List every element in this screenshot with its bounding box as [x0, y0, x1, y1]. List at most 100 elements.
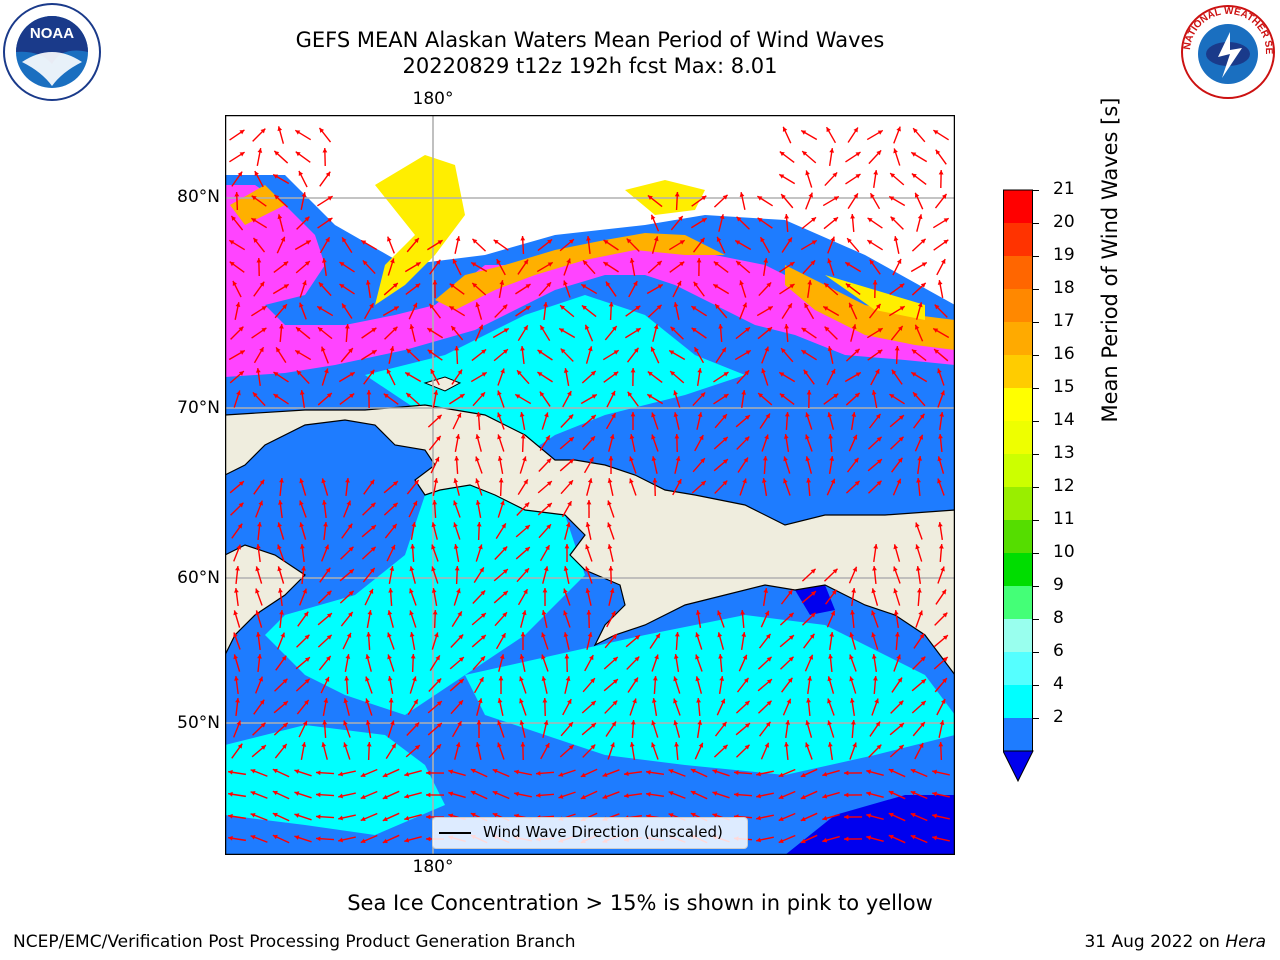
- wave-arrowhead: [811, 240, 817, 245]
- wave-arrowhead: [629, 478, 634, 484]
- wave-arrowhead: [867, 240, 873, 245]
- wave-arrowhead: [559, 328, 565, 333]
- wave-arrowhead: [827, 742, 833, 747]
- wave-arrowhead: [937, 478, 942, 484]
- wave-arrowhead: [250, 769, 256, 774]
- wave-arrowhead: [251, 218, 257, 223]
- wave-arrowhead: [234, 192, 240, 197]
- wave-arrowhead: [690, 790, 696, 796]
- wave-arrowhead: [898, 700, 904, 706]
- colorbar-tick: [1033, 685, 1039, 686]
- wave-arrowhead: [872, 676, 878, 681]
- colorbar-tick-label: 4: [1053, 674, 1064, 694]
- wave-arrowhead: [744, 436, 750, 442]
- wave-arrowhead: [806, 478, 811, 483]
- wave-arrowhead: [758, 393, 764, 398]
- wave-arrowhead: [607, 544, 613, 550]
- wave-arrowhead: [646, 791, 651, 797]
- wave-arrowhead: [349, 372, 355, 377]
- wave-arrowhead: [890, 173, 896, 178]
- wave-arrowhead: [911, 152, 917, 157]
- wave-arrowhead: [938, 544, 944, 549]
- wave-arrowhead: [808, 654, 814, 660]
- wave-arrowhead: [231, 215, 236, 221]
- colorbar-svg: [1002, 189, 1034, 783]
- wave-arrowhead: [472, 282, 478, 288]
- ice-yellow: [375, 155, 925, 320]
- wave-arrowhead: [893, 148, 898, 154]
- wave-arrowhead: [361, 240, 367, 245]
- wave-arrowhead: [657, 284, 663, 289]
- wave-arrowhead: [767, 327, 772, 332]
- wave-arrowhead: [778, 772, 784, 777]
- wave-arrowhead: [647, 371, 653, 377]
- wave-arrowhead: [338, 793, 344, 799]
- wave-arrowhead: [279, 478, 284, 483]
- wave-arrowhead: [651, 742, 656, 748]
- wave-arrowhead: [721, 347, 726, 353]
- wave-arrowhead: [722, 459, 728, 464]
- wave-arrowhead: [304, 678, 310, 684]
- wave-arrowhead: [674, 192, 680, 197]
- wave-arrowhead: [536, 792, 541, 798]
- wave-arrowhead: [587, 346, 593, 352]
- wave-arrowhead: [412, 676, 417, 682]
- wave-arrowhead: [607, 522, 612, 528]
- wave-arrowhead: [260, 128, 266, 134]
- wave-arrowhead: [348, 348, 353, 354]
- colorbar-tick-label: 8: [1053, 608, 1064, 628]
- wave-arrowhead: [742, 478, 747, 484]
- wave-arrowhead: [541, 654, 546, 660]
- wave-arrowhead: [345, 654, 351, 659]
- wave-arrowhead: [234, 676, 239, 681]
- wave-arrowhead: [656, 260, 662, 266]
- wave-arrowhead: [807, 676, 813, 681]
- wave-arrowhead: [918, 434, 924, 440]
- wave-arrowhead: [609, 588, 615, 594]
- wave-arrowhead: [741, 632, 747, 637]
- chart-title: GEFS MEAN Alaskan Waters Mean Period of …: [295, 28, 885, 52]
- wave-arrowhead: [454, 566, 460, 571]
- wave-arrowhead: [256, 544, 261, 549]
- wave-arrowhead: [849, 676, 854, 682]
- colorbar-tick-label: 14: [1053, 410, 1075, 430]
- colorbar-tick-label: 19: [1053, 245, 1075, 265]
- wave-arrowhead: [411, 522, 417, 527]
- wave-arrowhead: [853, 193, 858, 199]
- wave-arrowhead: [321, 346, 326, 352]
- wave-arrowhead: [515, 394, 521, 399]
- wave-arrowhead: [517, 370, 522, 376]
- wave-arrowhead: [390, 258, 395, 264]
- wave-arrowhead: [652, 478, 658, 483]
- wave-arrowhead: [735, 240, 741, 245]
- wave-arrowhead: [633, 347, 639, 353]
- wave-arrowhead: [943, 239, 949, 245]
- wave-arrowhead: [569, 239, 574, 244]
- wave-arrowhead: [524, 547, 530, 552]
- wave-arrowhead: [888, 768, 894, 774]
- wave-arrowhead: [918, 743, 924, 749]
- wave-arrowhead: [326, 590, 332, 596]
- wave-arrowhead: [404, 793, 410, 799]
- wave-arrowhead: [415, 262, 421, 267]
- wave-arrowhead: [668, 813, 674, 818]
- wave-arrowhead: [301, 742, 307, 747]
- wave-arrowhead: [874, 698, 879, 704]
- wave-arrowhead: [452, 258, 458, 264]
- wave-arrowhead: [325, 171, 331, 177]
- wave-arrowhead: [691, 306, 697, 311]
- wave-arrowhead: [253, 237, 259, 243]
- wave-arrowhead: [457, 369, 463, 375]
- wave-arrowhead: [323, 698, 329, 703]
- wave-arrowhead: [346, 632, 352, 638]
- wave-arrowhead: [382, 816, 388, 822]
- wave-arrowhead: [523, 259, 529, 265]
- wave-arrowhead: [744, 370, 750, 376]
- wave-arrowhead: [933, 130, 939, 135]
- colorbar-segment: [1003, 190, 1033, 223]
- wave-arrowhead: [564, 654, 570, 659]
- wave-arrowhead: [412, 500, 418, 506]
- colorbar-segment: [1003, 454, 1033, 487]
- wave-arrowhead: [543, 720, 549, 726]
- wave-arrowhead: [299, 522, 304, 528]
